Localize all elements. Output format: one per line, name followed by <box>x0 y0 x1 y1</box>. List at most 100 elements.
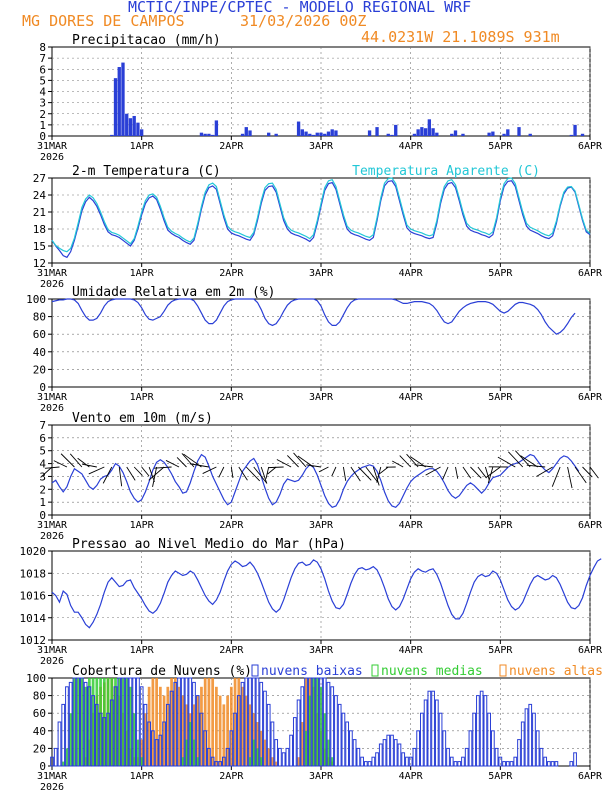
wind-vector <box>287 455 299 468</box>
cloud-bar-low <box>50 756 54 767</box>
wind-vector <box>165 460 180 468</box>
wind-vector <box>265 466 270 479</box>
y-tick-label: 6 <box>39 432 46 445</box>
cloud-bar-low <box>330 686 335 767</box>
y-tick-label: 1020 <box>20 545 47 558</box>
cloud-bar-low <box>315 677 320 767</box>
precip-bar <box>390 134 394 136</box>
cloud-bar-low <box>532 712 536 767</box>
cloud-bar-mid <box>312 678 315 766</box>
wind-vector <box>342 466 347 481</box>
cloud-bar-low <box>539 747 544 767</box>
precip-bar <box>386 133 390 136</box>
cloud-bar-high <box>162 695 166 766</box>
cloud-bar-high <box>192 704 196 766</box>
wind-vector <box>526 464 546 468</box>
cloud-bar-low <box>431 690 435 767</box>
x-tick-label: 6APR <box>578 268 603 279</box>
y-tick-label: 1012 <box>20 634 47 647</box>
pressao-series-line <box>51 558 602 629</box>
cloud-bar-low <box>162 721 166 767</box>
page-title: MCTIC/INPE/CPTEC - MODELO REGIONAL WRF <box>128 0 472 16</box>
plot-frame <box>51 298 591 388</box>
cloud-bar-low <box>281 752 286 767</box>
wind-vector <box>189 463 209 468</box>
wind-vector <box>69 453 83 468</box>
cloud-bar-low <box>278 747 282 767</box>
wind-vector <box>442 466 449 480</box>
precip-bar <box>139 129 144 136</box>
cloud-bar-high <box>155 678 158 766</box>
cloud-bar-high <box>203 678 207 766</box>
chart-title: Precipitacao (mm/h) <box>72 33 221 48</box>
wind-vector <box>238 466 248 481</box>
cloud-bar-low <box>498 756 503 767</box>
legend-swatch <box>371 664 379 677</box>
cloud-bar-high <box>300 722 304 766</box>
cloud-bar-low <box>334 695 338 767</box>
cloud-bar-low <box>61 703 66 767</box>
cloud-bar-high <box>274 761 278 766</box>
y-tick-label: 0 <box>39 509 46 522</box>
cloud-bar-low <box>371 756 376 767</box>
cloud-bar-high <box>237 678 241 766</box>
cloud-bar-low <box>375 752 379 767</box>
cloud-bar-low <box>177 677 181 767</box>
x-tick-label: 31MAR <box>37 392 68 403</box>
wind-vector <box>515 450 531 468</box>
wind-vector <box>152 466 158 487</box>
cloud-bar-high <box>271 757 274 766</box>
cloud-bar-high <box>211 678 215 766</box>
precip-bar <box>326 131 331 136</box>
cloud-bar-low <box>573 752 577 767</box>
y-tick-label: 20 <box>33 742 46 755</box>
cloud-bar-low <box>143 703 148 767</box>
cloud-bar-low <box>195 695 200 767</box>
cloud-bar-mid <box>61 761 65 766</box>
cloud-bar-low <box>109 699 114 767</box>
cloud-bar-low <box>102 717 107 767</box>
wind-vector <box>126 466 136 481</box>
x-tick-label: 2APR <box>219 268 244 279</box>
x-tick-label: 1APR <box>130 771 155 782</box>
cloud-bar-low <box>173 681 178 767</box>
cloud-bar-low <box>509 761 514 767</box>
y-tick-label: 60 <box>33 328 46 341</box>
cloud-bar-low <box>423 699 428 767</box>
temp-series-line <box>51 177 591 253</box>
wind-vector <box>267 466 277 475</box>
cloud-bar-mid <box>114 678 117 766</box>
precip-bar <box>427 119 432 136</box>
cloud-bar-low <box>319 677 323 767</box>
x-tick-label: 1APR <box>130 520 155 531</box>
y-tick-label: 3 <box>39 470 46 483</box>
cloud-bar-high <box>196 695 200 766</box>
x-tick-label: 6APR <box>578 392 603 403</box>
x-tick-label: 2APR <box>219 645 244 656</box>
wind-vector <box>293 452 307 468</box>
cloud-bar-low <box>255 677 260 767</box>
y-tick-label: 7 <box>39 419 46 432</box>
cloud-bar-low <box>464 747 469 767</box>
precip-bar <box>491 131 495 136</box>
cloud-bar-high <box>200 686 203 766</box>
y-tick-label: 0 <box>39 760 46 773</box>
chart-title: Umidade Relativa em 2m (%) <box>72 285 276 300</box>
wind-vector <box>589 466 599 479</box>
x-tick-label: 3APR <box>309 392 334 403</box>
cloud-bar-mid <box>319 686 323 766</box>
wind-vector <box>567 466 573 489</box>
cloud-bar-low <box>524 708 529 767</box>
precip-bar <box>267 132 271 136</box>
cloud-bar-high <box>144 713 147 766</box>
cloud-bar-low <box>367 761 372 767</box>
cloud-bar-mid <box>327 739 330 766</box>
wind-vector <box>318 466 329 473</box>
wind-vector <box>379 466 389 475</box>
cloud-bar-low <box>528 703 533 767</box>
y-tick-label: 1018 <box>20 567 47 580</box>
cloud-bar-low <box>356 747 361 767</box>
cloud-bar-low <box>307 677 312 767</box>
precip-bar <box>528 133 532 136</box>
precip-bar <box>435 132 439 136</box>
